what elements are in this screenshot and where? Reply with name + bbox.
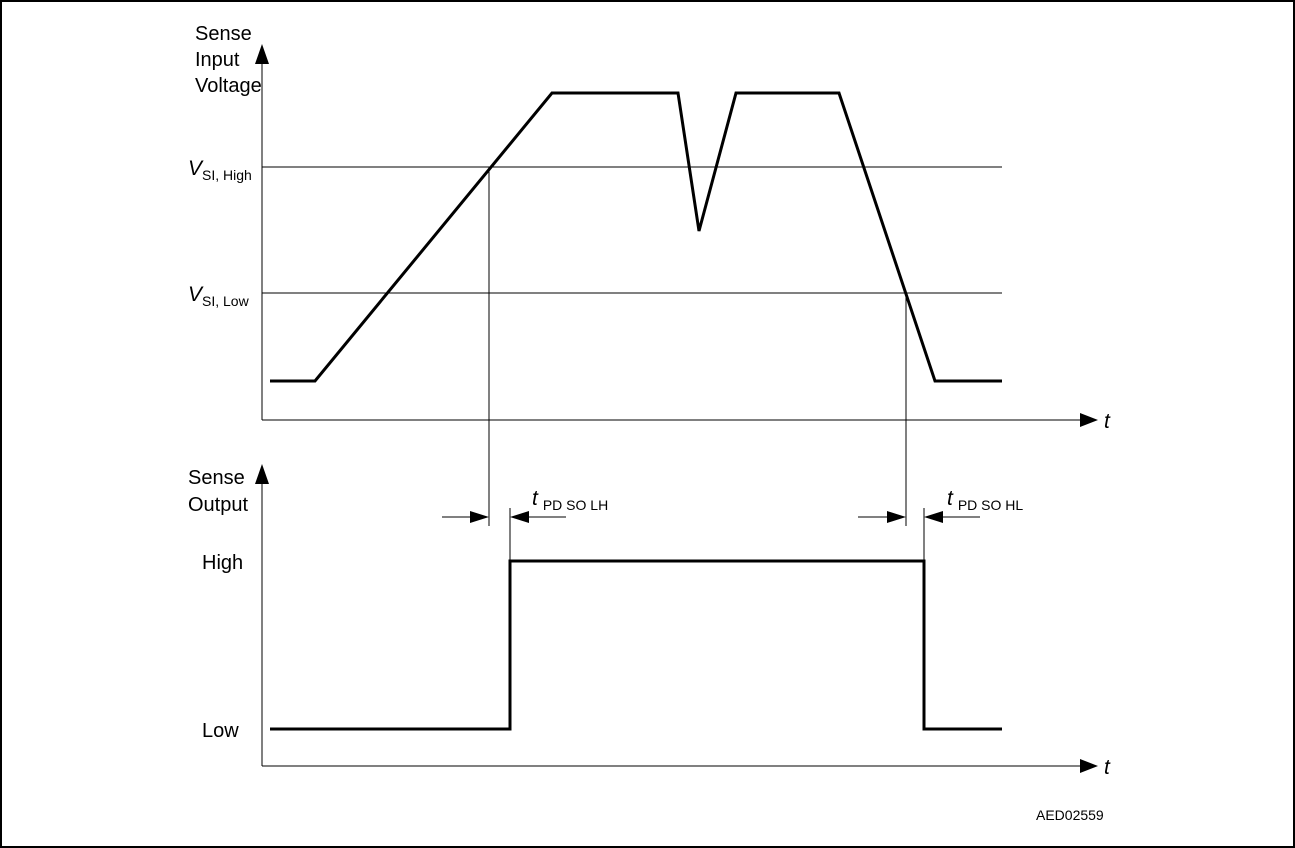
diagram-code: AED02559 bbox=[1036, 807, 1104, 823]
delay-hl-label: t PD SO HL bbox=[947, 487, 1023, 513]
threshold-low-label: VSI, Low bbox=[188, 283, 250, 309]
input-voltage-waveform bbox=[270, 91, 1002, 383]
bottom-y-axis-arrowhead bbox=[255, 464, 269, 484]
sense-output-waveform bbox=[270, 559, 1002, 731]
bottom-panel: Sense Output High Low t t PD SO LH t PD SO… bbox=[188, 464, 1111, 779]
bottom-x-axis-arrowhead bbox=[1080, 759, 1098, 773]
level-low-label: Low bbox=[202, 720, 239, 742]
bottom-y-axis-label: Sense Output bbox=[188, 467, 250, 516]
level-high-label: High bbox=[202, 552, 243, 574]
delay-hl-dimension bbox=[858, 511, 980, 523]
bottom-x-axis-label: t bbox=[1104, 756, 1111, 779]
threshold-high-label: VSI, High bbox=[188, 157, 252, 183]
delay-lh-label: t PD SO LH bbox=[532, 487, 608, 513]
top-x-axis-arrowhead bbox=[1080, 413, 1098, 427]
top-x-axis-label: t bbox=[1104, 410, 1111, 433]
top-y-axis-label: Sense Input Voltage bbox=[195, 23, 262, 97]
top-panel: Sense Input Voltage t VSI, High VSI, Low bbox=[188, 23, 1111, 433]
delay-lh-dimension bbox=[442, 511, 566, 523]
top-y-axis-arrowhead bbox=[255, 44, 269, 64]
